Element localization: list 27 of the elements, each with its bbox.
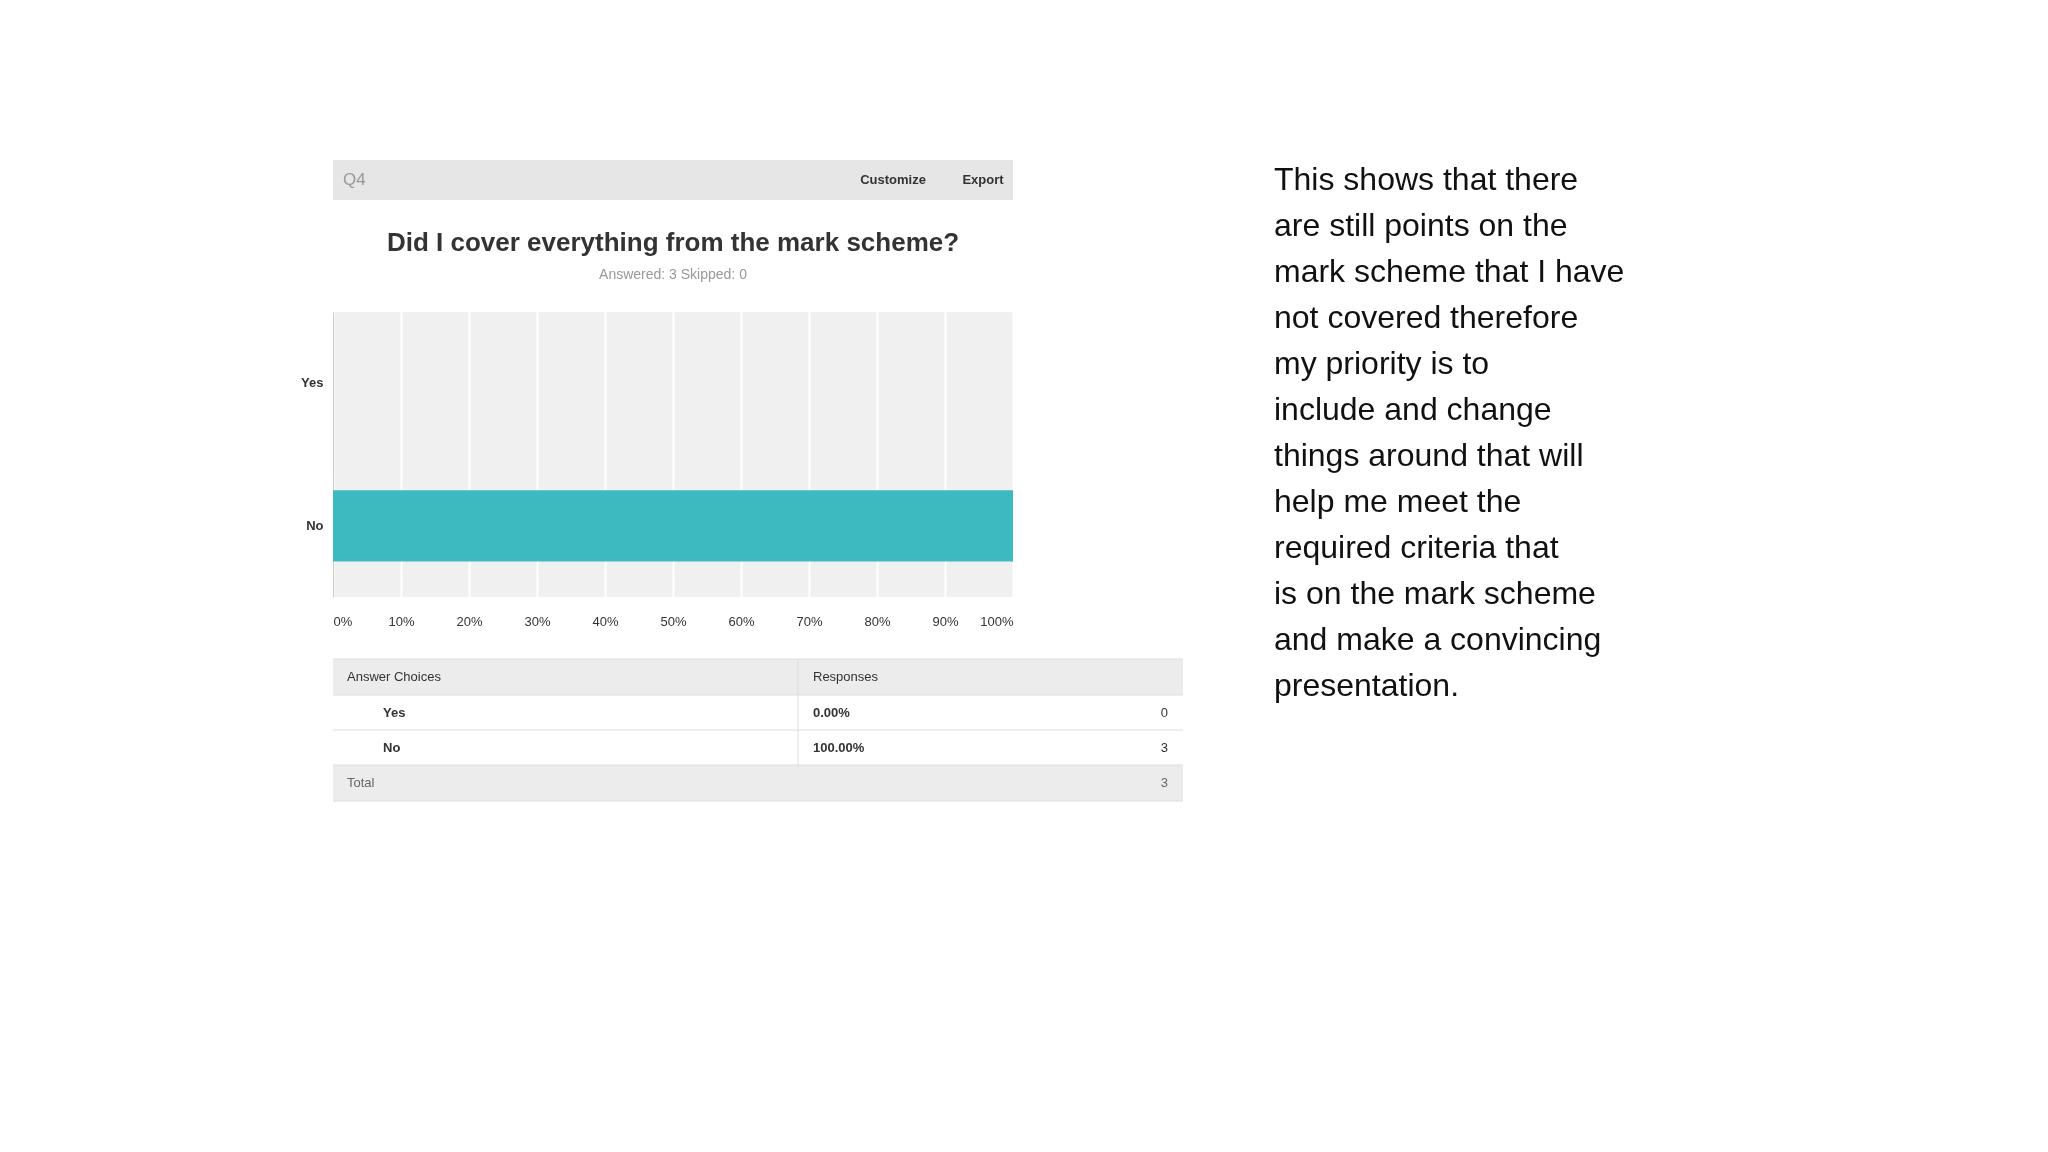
text: 0 <box>1160 705 1168 720</box>
text: This shows that there are still points on the mark scheme that I have not covered therefore my priority is to include and change things around that will help me meet the required criteria that is on the mark scheme and make a convincing presentation. <box>1274 161 1625 703</box>
x-tick-label: 30% <box>524 613 551 629</box>
text: 3 <box>1160 740 1168 755</box>
text: Customize <box>860 172 926 187</box>
x-tick-label: 100% <box>980 613 1014 629</box>
text: Q4 <box>343 170 366 189</box>
category-label: Yes <box>383 705 406 720</box>
chart-title: Did I cover everything from the mark scheme? <box>386 227 960 257</box>
category-label: No <box>383 740 401 755</box>
text: Export <box>962 172 1005 187</box>
x-tick-label: 40% <box>592 613 619 629</box>
text: 100.00% <box>813 740 865 755</box>
x-tick-label: 90% <box>932 613 959 629</box>
chart-subtitle: Answered: 3 Skipped: 0 <box>599 266 748 282</box>
text: 3 <box>1160 775 1168 790</box>
text: Answer Choices <box>347 669 442 684</box>
x-tick-label: 50% <box>660 613 687 629</box>
x-tick-label: 60% <box>728 613 755 629</box>
text: 0.00% <box>813 705 851 720</box>
text: Responses <box>813 669 879 684</box>
x-tick-label: 10% <box>388 613 415 629</box>
text: Total <box>347 775 375 790</box>
x-tick-label: 70% <box>796 613 823 629</box>
x-tick-label: 20% <box>456 613 483 629</box>
x-tick-label: 80% <box>864 613 891 629</box>
x-tick-label: 0% <box>333 613 353 629</box>
